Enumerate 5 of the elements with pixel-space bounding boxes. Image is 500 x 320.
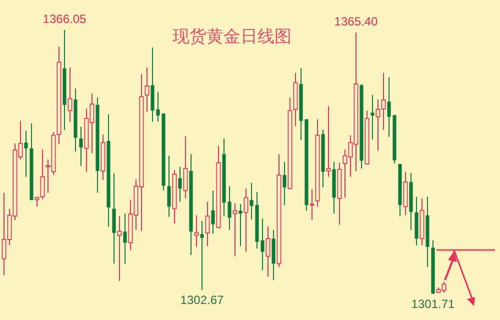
annotation: 1365.40 <box>334 14 378 29</box>
annotation: 1302.67 <box>180 293 224 308</box>
annotation: 1366.05 <box>42 12 86 26</box>
annotation: 1301.71 <box>411 297 455 311</box>
title: 现货黄金日线图 <box>172 27 292 46</box>
